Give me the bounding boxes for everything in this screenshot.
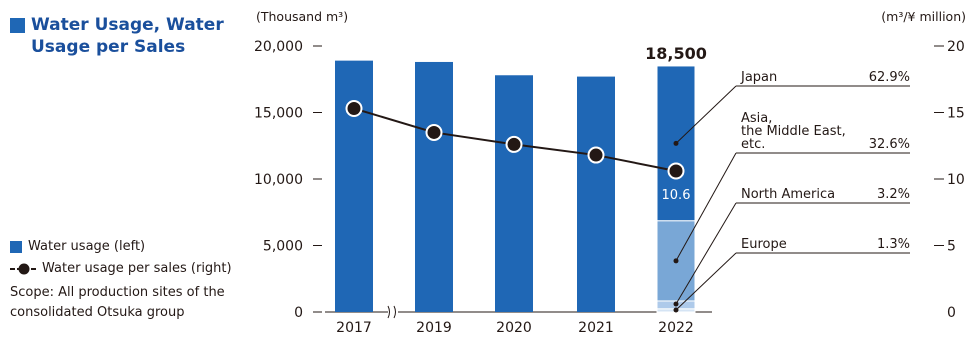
legend-line-marker-icon [10,263,38,275]
right-tick-label: 20 [947,39,965,55]
region-share-label: 62.9% [869,70,910,85]
line-point-2020 [505,135,523,153]
region-label-line: Asia, [741,111,772,126]
bar-total-label: 18,500 [645,44,707,63]
left-tick-label: 15,000 [254,106,303,122]
legend-bar-swatch-icon [10,241,22,253]
title-square-icon [10,18,25,33]
axis-break-icon [387,305,396,319]
bar-2019 [415,61,453,313]
region-label-line: etc. [741,137,765,152]
region-leader-dot [673,258,679,264]
region-leader-line [675,252,737,311]
x-tick-label-2022: 2022 [658,320,694,336]
region-share-label: 1.3% [877,237,910,252]
right-tick-label: 10 [947,172,965,188]
region-label-line: Europe [741,237,787,252]
region-leader-line [675,85,737,144]
left-tick-label: 20,000 [254,39,303,55]
right-tick-label: 0 [947,305,956,321]
left-tick-label: 0 [294,305,303,321]
bar-2021 [577,76,615,312]
axis-break-gap [388,304,398,320]
x-tick-label-2017: 2017 [336,320,372,336]
region-leader-dot [673,301,679,307]
line-point-2021 [587,146,605,164]
region-leader-line [675,152,737,262]
left-tick-label: 10,000 [254,172,303,188]
chart-title: Water Usage, Water Usage per Sales [31,15,224,57]
legend: Water usage (left) Water usage per sales… [10,236,255,323]
region-label-line: Japan [740,70,777,85]
legend-bar-label: Water usage (left) [28,239,146,254]
line-point-2017 [345,100,363,118]
left-tick-label: 5,000 [263,239,303,255]
region-share-label: 3.2% [877,187,910,202]
legend-line-label: Water usage per sales (right) [42,261,232,276]
region-share-label: 32.6% [869,137,910,152]
region-leader-dot [673,307,679,313]
right-tick-label: 5 [947,239,956,255]
bar-2017 [335,60,373,312]
line-point-2022 [667,162,685,180]
line-value-label: 10.6 [662,188,691,203]
left-axis-label: (Thousand m³) [256,9,348,24]
x-tick-label-2021: 2021 [578,320,614,336]
x-tick-label-2019: 2019 [416,320,452,336]
line-point-2019 [425,123,443,141]
x-tick-label-2020: 2020 [496,320,532,336]
legend-item-line: Water usage per sales (right) [10,258,255,280]
scope-note: Scope: All production sites of the conso… [10,285,225,320]
right-axis-label: (m³/¥ million) [881,9,966,24]
bar-2020 [495,75,533,312]
legend-item-bars: Water usage (left) [10,236,255,258]
region-leader-line [675,202,737,305]
region-label-line: North America [741,187,835,202]
region-leader-dot [673,140,679,146]
right-tick-label: 15 [947,106,965,122]
region-label-line: the Middle East, [741,124,846,139]
